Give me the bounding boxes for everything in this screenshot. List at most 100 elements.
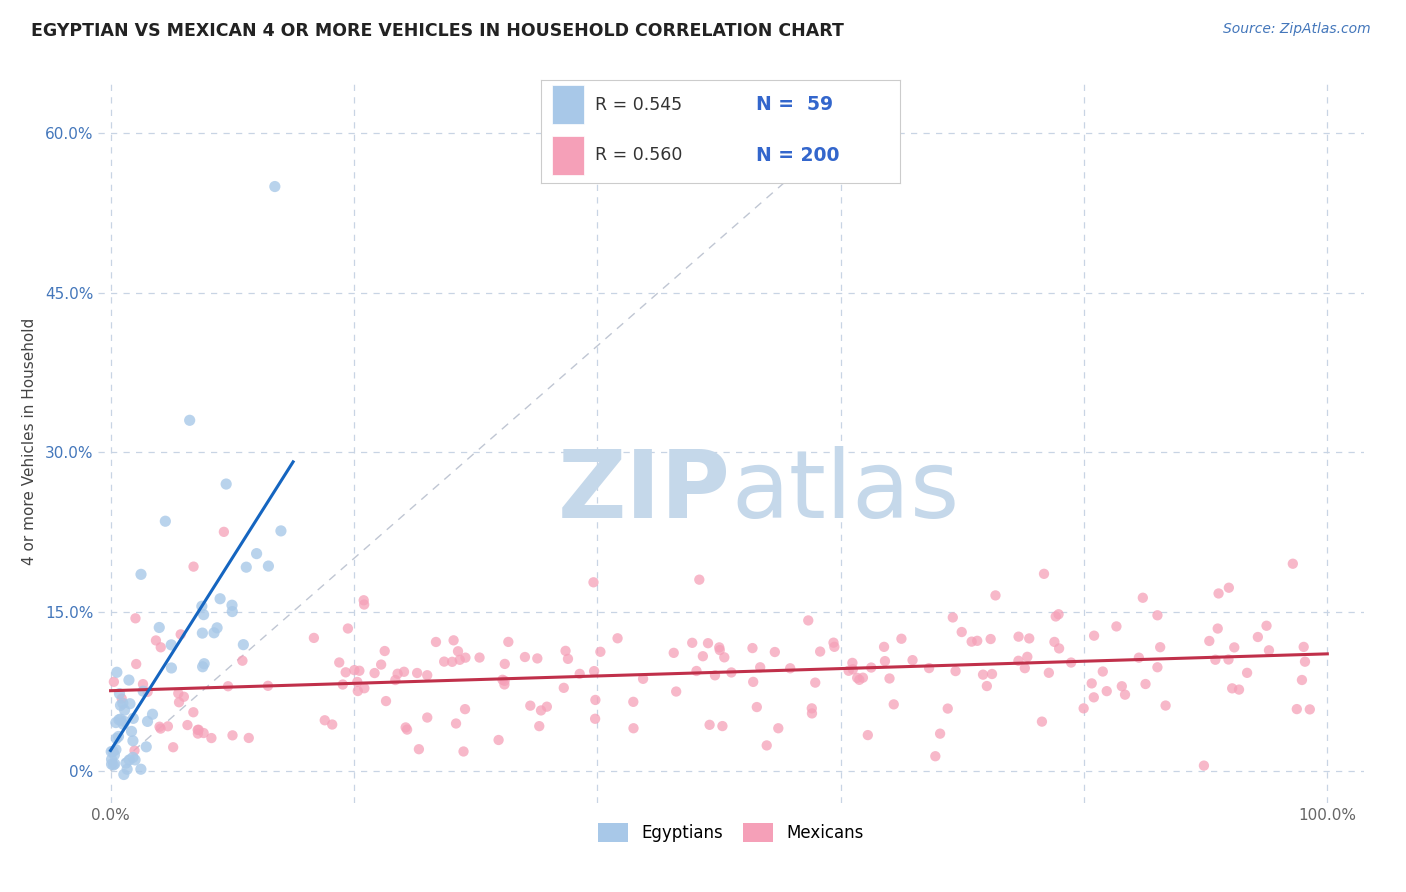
Point bbox=[107, 730, 129, 744]
Point bbox=[104, 715, 127, 730]
Point bbox=[135, 739, 157, 754]
Point bbox=[416, 710, 439, 724]
Point bbox=[950, 625, 973, 640]
Point bbox=[212, 524, 235, 539]
Point bbox=[768, 721, 790, 735]
Point bbox=[115, 756, 138, 770]
Point bbox=[441, 655, 464, 669]
Point bbox=[873, 640, 896, 654]
Point bbox=[945, 664, 967, 678]
Point bbox=[984, 588, 1007, 602]
Text: Source: ZipAtlas.com: Source: ZipAtlas.com bbox=[1223, 22, 1371, 37]
Point bbox=[387, 666, 409, 681]
Point bbox=[1083, 690, 1105, 705]
Point bbox=[1045, 609, 1067, 624]
Point bbox=[108, 713, 131, 727]
Point bbox=[453, 744, 475, 758]
Point bbox=[1294, 655, 1316, 669]
Point bbox=[720, 665, 742, 680]
Point bbox=[1114, 688, 1136, 702]
Point bbox=[103, 674, 125, 689]
Point bbox=[755, 739, 778, 753]
Point bbox=[100, 752, 122, 766]
Point bbox=[217, 679, 239, 693]
Point bbox=[183, 705, 205, 719]
Point bbox=[856, 728, 879, 742]
Point bbox=[149, 722, 172, 736]
Y-axis label: 4 or more Vehicles in Household: 4 or more Vehicles in Household bbox=[21, 318, 37, 566]
Point bbox=[193, 607, 215, 622]
Point bbox=[929, 726, 952, 740]
Point bbox=[838, 664, 860, 678]
Point bbox=[162, 740, 184, 755]
Point bbox=[942, 610, 965, 624]
Point bbox=[148, 620, 170, 634]
Point bbox=[1256, 619, 1278, 633]
Point bbox=[384, 673, 406, 687]
Point bbox=[1073, 701, 1095, 715]
Point bbox=[1047, 641, 1070, 656]
Point bbox=[449, 653, 471, 667]
Point bbox=[513, 650, 536, 665]
Point bbox=[336, 622, 359, 636]
Point bbox=[176, 718, 198, 732]
Point bbox=[136, 685, 159, 699]
Point bbox=[257, 679, 280, 693]
Point bbox=[396, 723, 419, 737]
Point bbox=[662, 646, 685, 660]
Point bbox=[801, 706, 824, 721]
Point bbox=[1080, 676, 1102, 690]
Point bbox=[1227, 682, 1250, 697]
Point bbox=[797, 614, 820, 628]
Point bbox=[235, 560, 257, 574]
Text: EGYPTIAN VS MEXICAN 4 OR MORE VEHICLES IN HOUSEHOLD CORRELATION CHART: EGYPTIAN VS MEXICAN 4 OR MORE VEHICLES I… bbox=[31, 22, 844, 40]
Point bbox=[1083, 629, 1105, 643]
FancyBboxPatch shape bbox=[553, 136, 585, 175]
Point bbox=[328, 656, 350, 670]
Point bbox=[589, 645, 612, 659]
Point bbox=[104, 756, 127, 771]
Point bbox=[100, 745, 122, 759]
Point bbox=[981, 667, 1004, 681]
Point bbox=[105, 731, 128, 746]
Point bbox=[1017, 649, 1039, 664]
Point bbox=[936, 701, 959, 715]
Point bbox=[103, 758, 125, 772]
Point bbox=[800, 701, 823, 715]
Point bbox=[129, 567, 152, 582]
Point bbox=[879, 672, 901, 686]
Point bbox=[110, 698, 132, 713]
Point bbox=[1208, 586, 1230, 600]
Point bbox=[191, 626, 214, 640]
Point bbox=[375, 694, 398, 708]
Point bbox=[1218, 652, 1240, 666]
Point bbox=[1198, 634, 1220, 648]
Point bbox=[183, 559, 205, 574]
Point bbox=[583, 664, 606, 678]
Point bbox=[231, 654, 253, 668]
Point bbox=[1258, 643, 1281, 657]
Point bbox=[1007, 630, 1029, 644]
Point bbox=[114, 703, 136, 717]
Point bbox=[883, 698, 905, 712]
Text: N = 200: N = 200 bbox=[756, 145, 839, 165]
Point bbox=[111, 691, 134, 706]
Point bbox=[100, 757, 122, 772]
Point bbox=[846, 671, 869, 685]
Point bbox=[124, 743, 146, 757]
Point bbox=[346, 675, 368, 690]
Point bbox=[335, 665, 357, 680]
Point bbox=[115, 762, 138, 776]
Point bbox=[685, 664, 707, 678]
Point bbox=[568, 666, 591, 681]
Point bbox=[221, 605, 243, 619]
Point bbox=[408, 742, 430, 756]
Point bbox=[1014, 661, 1036, 675]
Point bbox=[1192, 758, 1215, 772]
Point bbox=[454, 702, 477, 716]
Point bbox=[321, 717, 343, 731]
Point bbox=[118, 753, 141, 767]
Point bbox=[631, 672, 654, 686]
Point bbox=[349, 664, 371, 678]
Point bbox=[966, 633, 988, 648]
